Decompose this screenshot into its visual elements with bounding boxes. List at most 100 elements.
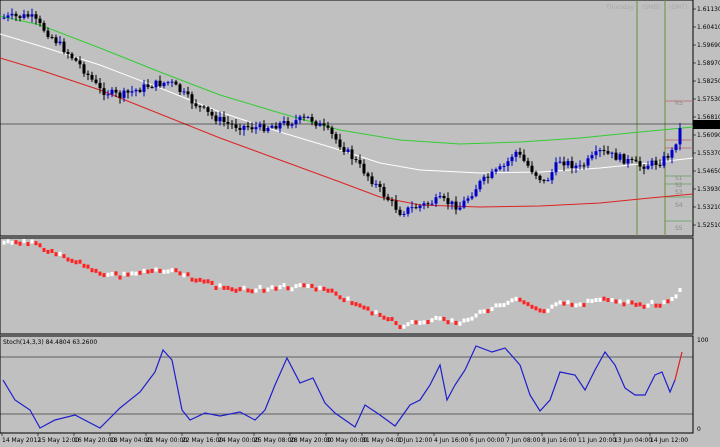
candle-body [390,200,394,202]
price-tick-label: 1.56810 [697,114,720,121]
time-tick-label: 6 Jun 00:00 [470,437,504,444]
candle-body [482,176,486,181]
candle-body [518,151,522,155]
candle-body [82,64,86,74]
indicator-dot [554,302,558,307]
candle-body [626,159,630,164]
price-tick-label: 1.54650 [697,168,720,175]
indicator-dot [654,303,658,308]
candle-body [506,161,510,166]
indicator-dot [478,309,482,314]
indicator-dot [530,304,534,309]
indicator-dots [2,238,682,330]
candle-body [158,80,162,87]
indicator-dot [154,267,158,272]
candle-body [362,163,366,174]
candle-body [326,125,330,128]
candle-body [126,90,130,93]
header-tag: (SMB) [642,4,660,11]
dots-indicator-panel[interactable] [0,237,694,335]
pivot-label-s1: S1 [675,175,683,182]
candle-body [106,94,110,96]
stochastic-panel[interactable]: Stoch(14,3,3) 84.4804 63.2600 100 0 [0,335,709,434]
candle-body [446,198,450,205]
candle-body [254,127,258,130]
indicator-dot [198,277,202,282]
indicator-dot [366,306,370,311]
time-tick-label: 8 Jun 16:00 [542,437,576,444]
indicator-dot [402,324,406,329]
indicator-dot [418,320,422,325]
candle-body [114,89,118,93]
candle-body [654,160,658,165]
candle-body [642,166,646,169]
indicator-dot [246,288,250,293]
candle-body [262,124,266,132]
indicator-dot [614,299,618,304]
indicator-dot [450,318,454,323]
candle-body [66,52,70,54]
indicator-dot [394,321,398,326]
indicator-dot [666,299,670,304]
price-panel[interactable]: Thursday (SMB) (GMT) R5 S1 S2 S3 S4 S5 [0,0,694,237]
indicator-dot [118,275,122,280]
candle-body [510,156,514,162]
candle-body [562,161,566,166]
indicator-dot [506,300,510,305]
candle-body [418,205,422,209]
indicator-dot [190,277,194,282]
indicator-dot [642,304,646,309]
candle-body [490,171,494,178]
indicator-dot [486,309,490,314]
indicator-dot [510,298,514,303]
indicator-dot [254,288,258,293]
candle-body [50,36,54,38]
stoch-axis-100: 100 [697,337,709,344]
indicator-dot [338,295,342,300]
pivot-label-s4: S4 [675,202,683,209]
candle-body [150,87,154,89]
candle-body [298,116,302,121]
candle-body [130,91,134,93]
price-candles [2,8,682,218]
candle-body [86,73,90,75]
candle-body [214,115,218,122]
indicator-dot [206,279,210,284]
candle-body [530,165,534,173]
indicator-dot [158,268,162,273]
indicator-dot [546,308,550,313]
candle-body [394,200,398,210]
candle-body [198,106,202,108]
indicator-dot [542,309,546,314]
indicator-dot [458,321,462,326]
indicator-dot [238,287,242,292]
time-tick-label: 4 Jun 16:00 [434,437,468,444]
indicator-dot [490,307,494,312]
indicator-dot [78,259,82,264]
indicator-dot [134,271,138,276]
candle-body [186,91,190,95]
indicator-dot [618,299,622,304]
indicator-dot [350,301,354,306]
indicator-dot [358,303,362,308]
time-tick-label: 11 Jun 20:00 [578,437,616,444]
candle-body [674,144,678,150]
candle-body [110,89,114,95]
indicator-dot [522,300,526,305]
indicator-dot [70,258,74,263]
indicator-dot [194,278,198,283]
indicator-dot [274,286,278,291]
indicator-dot [322,286,326,291]
candle-body [450,201,454,205]
indicator-dot [674,294,678,299]
indicator-dot [558,300,562,305]
candle-body [34,14,38,19]
candle-body [282,121,286,124]
indicator-dot [370,311,374,316]
candle-body [238,127,242,130]
moving-average-red [0,57,694,208]
indicator-dot [422,320,426,325]
candle-body [398,209,402,215]
